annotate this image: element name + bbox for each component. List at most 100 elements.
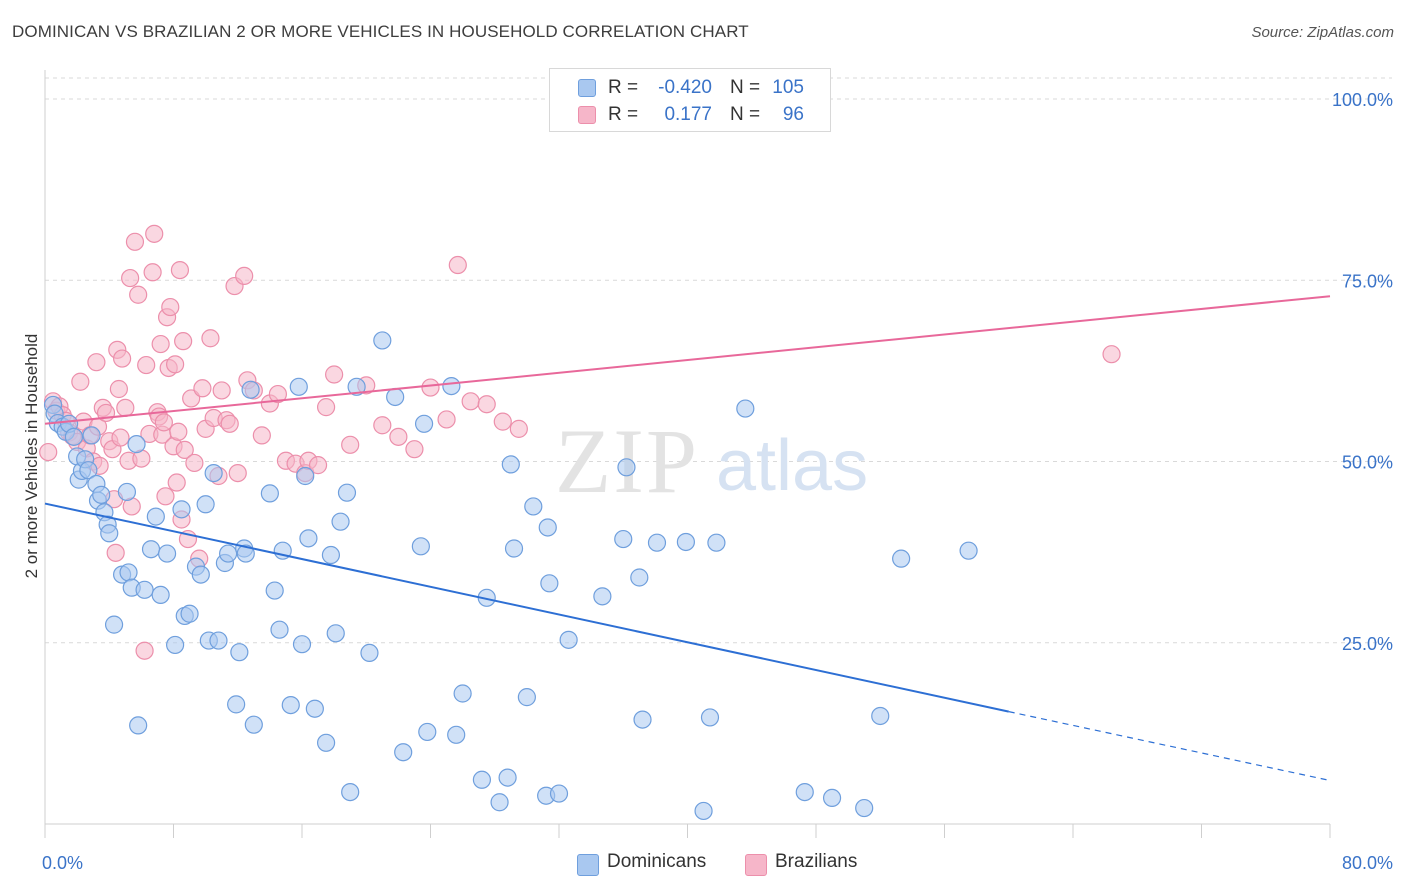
dominican-point xyxy=(265,581,284,600)
dominican-point xyxy=(129,716,148,735)
brazilian-point xyxy=(252,426,271,445)
watermark-atlas: atlas xyxy=(716,426,868,506)
dominican-point xyxy=(517,688,536,707)
brazilians-swatch xyxy=(578,106,596,124)
dominican-point xyxy=(795,782,814,802)
dominican-point xyxy=(472,770,491,789)
r-value: 0.177 xyxy=(664,104,712,125)
brazilian-point xyxy=(169,422,188,441)
dominican-point xyxy=(700,708,720,727)
brazilian-point xyxy=(156,487,175,506)
brazilian-point xyxy=(268,384,288,404)
dominican-point xyxy=(593,587,612,606)
dominican-point xyxy=(104,615,124,634)
dominican-point xyxy=(347,377,366,396)
brazilian-point xyxy=(116,398,135,417)
trend-lines xyxy=(44,295,1331,782)
dominican-point xyxy=(166,635,185,655)
r-label: R = xyxy=(608,104,639,125)
dominican-point xyxy=(289,377,308,396)
dominican-point xyxy=(540,574,559,593)
dominican-point xyxy=(498,768,517,787)
brazilian-point xyxy=(170,261,190,280)
dominican-point xyxy=(341,782,360,802)
brazilians-trend-line xyxy=(44,295,1331,425)
brazilian-point xyxy=(154,413,173,432)
dominican-point xyxy=(504,539,524,558)
brazilian-point xyxy=(182,389,201,408)
brazilian-point xyxy=(235,266,254,285)
brazilian-point xyxy=(373,416,392,435)
dominican-point xyxy=(292,635,312,654)
n-label: N = xyxy=(730,77,761,98)
dominican-point xyxy=(191,565,210,584)
brazilian-point xyxy=(109,379,128,399)
dominican-point xyxy=(418,722,437,742)
dominican-point xyxy=(236,544,255,563)
dominican-point xyxy=(447,725,466,744)
dominican-point xyxy=(331,512,350,531)
brazilian-point xyxy=(166,355,185,374)
dominican-point xyxy=(617,458,636,477)
dominican-point xyxy=(630,568,649,587)
dominican-point xyxy=(230,643,249,662)
y-tick-label: 25.0% xyxy=(1342,634,1393,654)
brazilian-point xyxy=(212,381,231,400)
dominican-point xyxy=(316,733,336,752)
dominican-point xyxy=(360,643,379,663)
dominican-point xyxy=(736,399,755,418)
y-tick-label: 100.0% xyxy=(1332,90,1393,110)
dominican-point xyxy=(490,793,509,812)
dominican-point xyxy=(127,435,146,454)
dominican-point xyxy=(386,387,405,407)
brazilians-legend-swatch xyxy=(745,854,767,876)
brazilian-point xyxy=(493,412,512,431)
dominican-point xyxy=(117,482,137,502)
dominican-point xyxy=(326,624,345,643)
dominican-point xyxy=(707,533,726,552)
brazilian-point xyxy=(151,334,170,354)
dominican-point xyxy=(633,710,652,729)
dominican-point xyxy=(442,377,461,396)
brazilian-point xyxy=(325,365,344,384)
brazilian-point xyxy=(71,372,90,391)
dominican-point xyxy=(453,684,472,703)
dominicans-legend-swatch xyxy=(577,854,599,876)
dominican-point xyxy=(141,540,161,559)
brazilians-legend-label: Brazilians xyxy=(775,851,858,872)
brazilian-point xyxy=(193,379,212,398)
brazilian-point xyxy=(185,453,204,473)
correlation-legend: R = -0.420 N = 105 R = 0.177 N = 96 xyxy=(549,68,831,132)
brazilian-point xyxy=(389,427,408,446)
dominican-point xyxy=(321,545,341,565)
brazilian-point xyxy=(228,464,247,483)
dominican-point xyxy=(411,537,430,556)
dominican-point xyxy=(196,495,215,514)
brazilian-point xyxy=(137,355,156,375)
dominican-point xyxy=(414,414,434,433)
brazilian-point xyxy=(220,414,239,433)
dominican-point xyxy=(209,631,228,650)
brazilian-point xyxy=(121,268,140,288)
n-label: N = xyxy=(730,104,761,125)
brazilian-point xyxy=(405,440,424,459)
chart-title: DOMINICAN VS BRAZILIAN 2 OR MORE VEHICLE… xyxy=(12,22,749,41)
brazilian-point xyxy=(125,232,145,251)
dominican-point xyxy=(822,788,842,808)
dominican-point xyxy=(855,798,874,818)
dominican-point xyxy=(694,801,713,821)
tick-labels: 25.0% 50.0% 75.0% 100.0% 0.0% 80.0% xyxy=(42,90,1393,873)
brazilian-point xyxy=(461,392,480,411)
brazilian-point xyxy=(106,543,125,562)
dominican-point xyxy=(337,483,357,502)
brazilian-point xyxy=(174,332,193,351)
dominican-point xyxy=(146,507,165,526)
brazilian-point xyxy=(161,297,180,317)
x-tick-label: 80.0% xyxy=(1342,853,1393,873)
dominican-point xyxy=(151,585,170,605)
dominican-point xyxy=(299,529,318,548)
dominican-point xyxy=(296,466,315,486)
dominicans-swatch xyxy=(578,79,596,97)
brazilian-point xyxy=(448,255,467,275)
brazilian-point xyxy=(143,263,162,282)
